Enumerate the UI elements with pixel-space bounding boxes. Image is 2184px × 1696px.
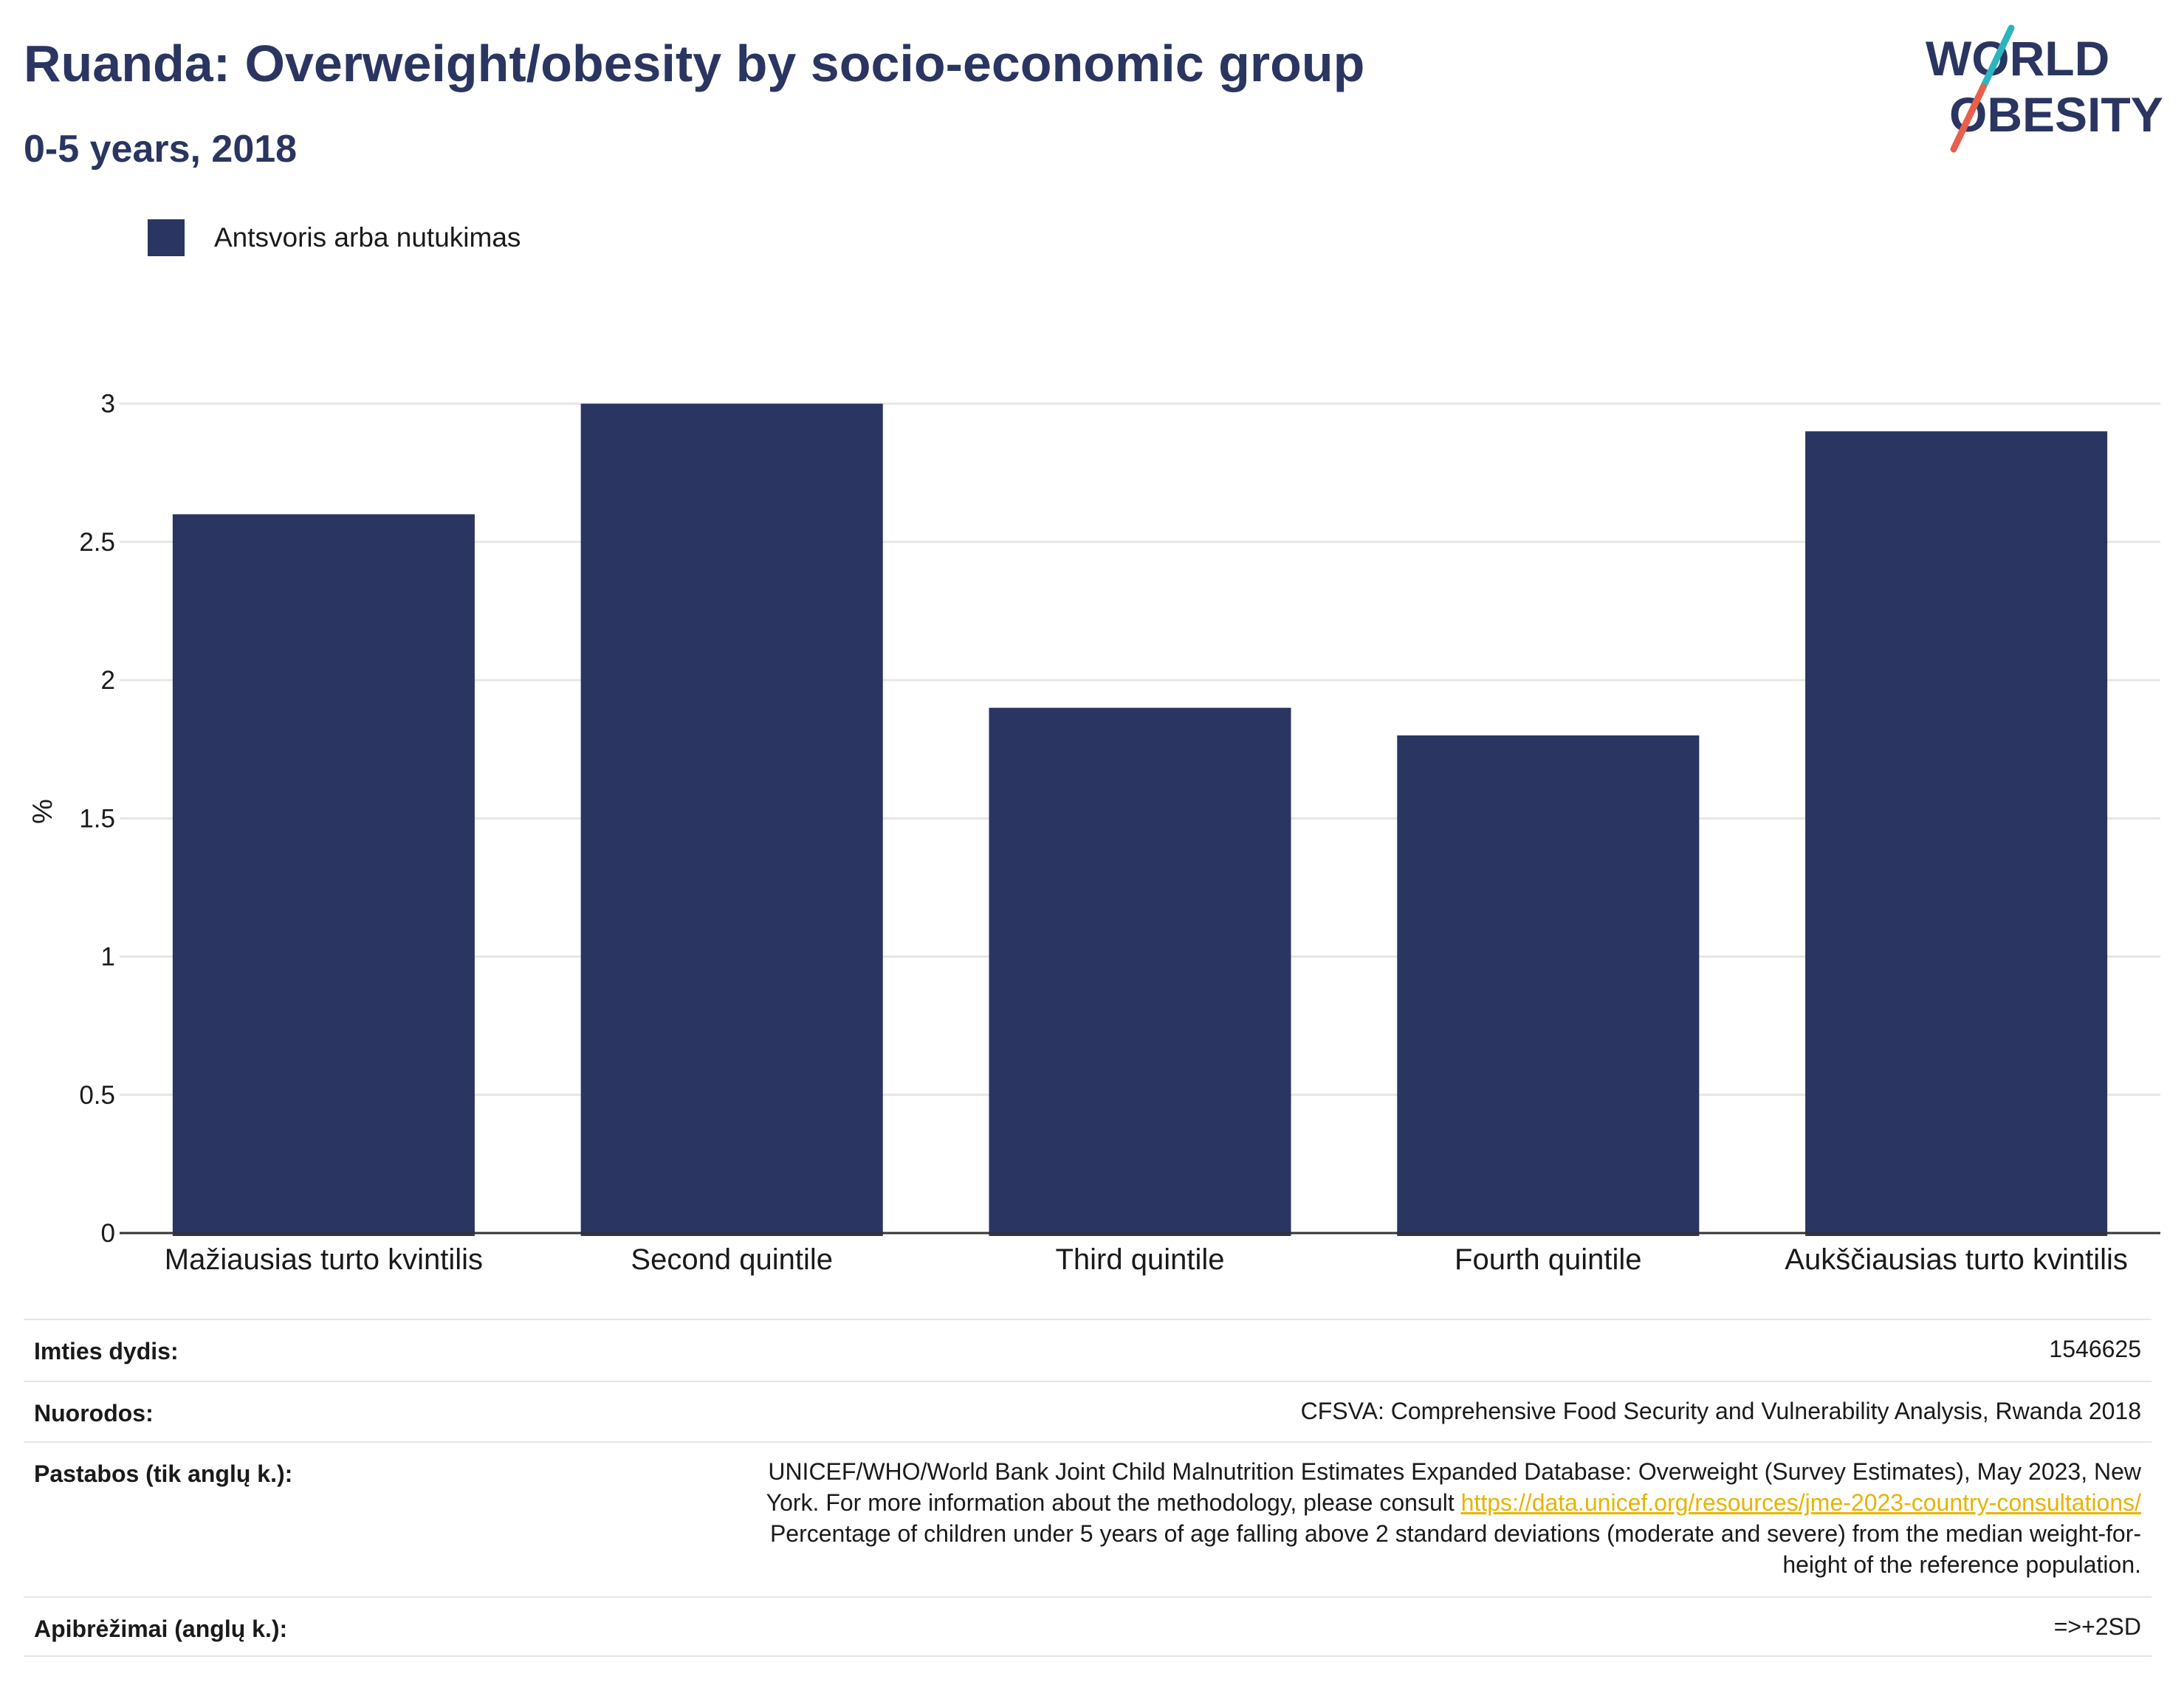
y-tick-label: 2 bbox=[101, 666, 115, 695]
y-tick-label: 1 bbox=[101, 943, 115, 972]
logo-line2: OBESITY bbox=[1949, 87, 2163, 142]
notes-line2-text: York. For more information about the met… bbox=[766, 1489, 1461, 1516]
y-tick-label: 1.5 bbox=[79, 804, 115, 833]
logo-slash-teal bbox=[1979, 24, 2015, 91]
bar-3 bbox=[989, 707, 1291, 1236]
logo-slash-red bbox=[1950, 83, 1987, 153]
notes-line3: Percentage of children under 5 years of … bbox=[769, 1520, 2141, 1547]
info-label-references: Nuorodos: bbox=[34, 1400, 154, 1427]
info-value-notes: UNICEF/WHO/World Bank Joint Child Malnut… bbox=[766, 1443, 2141, 1596]
info-label-sample: Imties dydis: bbox=[34, 1338, 179, 1364]
legend-label: Antsvoris arba nutukimas bbox=[214, 222, 521, 253]
bar-4 bbox=[1397, 735, 1700, 1236]
chart-subtitle: 0-5 years, 2018 bbox=[24, 128, 298, 171]
x-tick-label: Fourth quintile bbox=[1455, 1243, 1641, 1276]
info-table: Imties dydis: 1546625 Nuorodos: CFSVA: C… bbox=[24, 1319, 2152, 1657]
info-row-references: Nuorodos: CFSVA: Comprehensive Food Secu… bbox=[24, 1381, 2152, 1441]
info-label-notes: Pastabos (tik anglų k.): bbox=[34, 1460, 293, 1487]
notes-link[interactable]: https://data.unicef.org/resources/jme-20… bbox=[1460, 1489, 2141, 1516]
info-row-notes: Pastabos (tik anglų k.): UNICEF/WHO/Worl… bbox=[24, 1441, 2152, 1596]
legend: Antsvoris arba nutukimas bbox=[148, 219, 521, 257]
y-tick-label: 2.5 bbox=[79, 528, 115, 557]
x-tick-label: Third quintile bbox=[1055, 1243, 1224, 1276]
y-tick-label: 0 bbox=[101, 1219, 115, 1248]
info-label-definitions: Apibrėžimai (anglų k.): bbox=[34, 1616, 288, 1642]
legend-swatch bbox=[148, 219, 185, 256]
bar-chart: 0 0.5 1 1.5 2 2.5 3% Mažiausias turto kvintilis… bbox=[27, 390, 2160, 1276]
chart-title: Ruanda: Overweight/obesity by socio-econ… bbox=[24, 35, 1365, 92]
x-tick-label: Mažiausias turto kvintilis bbox=[165, 1243, 483, 1276]
bar-2 bbox=[580, 403, 883, 1236]
info-row-sample: Imties dydis: 1546625 bbox=[24, 1319, 2152, 1381]
y-tick-label: 0.5 bbox=[79, 1081, 115, 1110]
notes-line2: York. For more information about the met… bbox=[766, 1487, 2141, 1518]
world-obesity-logo: WORLD OBESITY bbox=[1926, 24, 2163, 153]
bar-1 bbox=[172, 514, 475, 1236]
info-value-sample: 1546625 bbox=[2049, 1336, 2141, 1362]
y-axis-title: % bbox=[27, 799, 58, 824]
info-value-definitions: =>+2SD bbox=[2053, 1613, 2141, 1640]
bar-5 bbox=[1805, 431, 2108, 1236]
y-tick-label: 3 bbox=[101, 390, 115, 419]
x-tick-label: Second quintile bbox=[631, 1243, 833, 1276]
notes-line4: height of the reference population. bbox=[1782, 1551, 2141, 1578]
x-tick-label: Aukščiausias turto kvintilis bbox=[1785, 1243, 2128, 1276]
info-row-definitions: Apibrėžimai (anglų k.): =>+2SD bbox=[24, 1596, 2152, 1657]
logo-line1: WORLD bbox=[1926, 31, 2109, 86]
info-value-references: CFSVA: Comprehensive Food Security and V… bbox=[1300, 1398, 2141, 1424]
notes-line1: UNICEF/WHO/World Bank Joint Child Malnut… bbox=[768, 1458, 2141, 1485]
